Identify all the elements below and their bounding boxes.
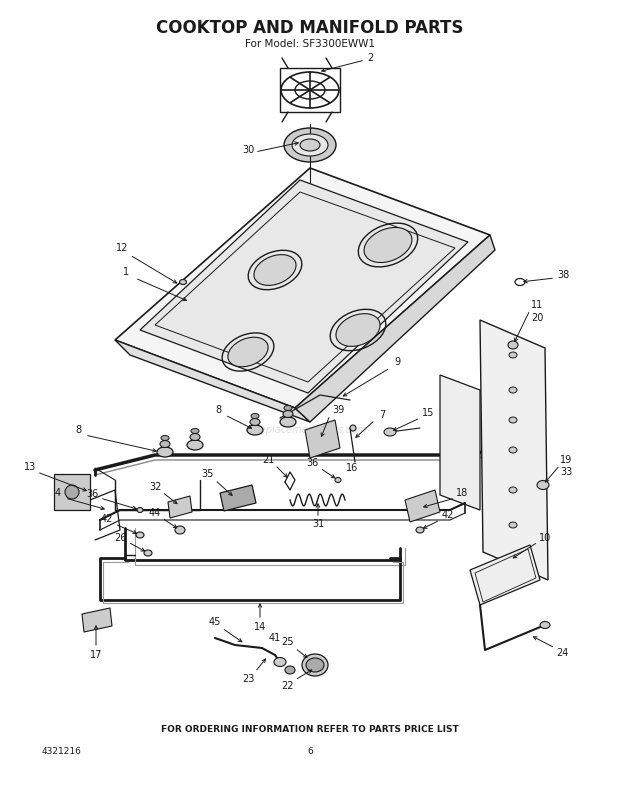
Text: 45: 45 — [209, 617, 221, 627]
Polygon shape — [82, 608, 112, 632]
Ellipse shape — [175, 526, 185, 534]
Polygon shape — [440, 375, 480, 510]
Ellipse shape — [509, 487, 517, 493]
Text: 11: 11 — [531, 300, 543, 310]
Text: 36: 36 — [306, 458, 318, 468]
Ellipse shape — [540, 622, 550, 629]
Text: 18: 18 — [456, 488, 468, 498]
Ellipse shape — [228, 338, 268, 367]
Ellipse shape — [144, 550, 152, 556]
Ellipse shape — [509, 387, 517, 393]
Text: 6: 6 — [307, 747, 313, 757]
Text: 9: 9 — [394, 357, 400, 367]
Text: 10: 10 — [539, 533, 551, 543]
Text: 38: 38 — [557, 270, 569, 280]
Text: 39: 39 — [332, 405, 344, 415]
Text: 4: 4 — [55, 488, 61, 498]
Ellipse shape — [350, 425, 356, 431]
Text: 13: 13 — [24, 462, 36, 472]
Text: 8: 8 — [75, 425, 81, 435]
Ellipse shape — [251, 414, 259, 418]
Ellipse shape — [136, 532, 144, 538]
Text: 19: 19 — [560, 455, 572, 465]
Ellipse shape — [508, 341, 518, 349]
Text: 21: 21 — [262, 455, 274, 465]
Text: 16: 16 — [346, 463, 358, 473]
Ellipse shape — [284, 406, 292, 411]
Text: 7: 7 — [379, 410, 385, 420]
Text: 30: 30 — [242, 145, 254, 155]
Text: 8: 8 — [215, 405, 221, 415]
Ellipse shape — [247, 425, 263, 435]
Ellipse shape — [65, 485, 79, 499]
Text: 44: 44 — [149, 508, 161, 518]
Text: For Model: SF3300EWW1: For Model: SF3300EWW1 — [245, 39, 375, 49]
Text: 23: 23 — [242, 674, 254, 684]
Ellipse shape — [190, 433, 200, 440]
Ellipse shape — [284, 128, 336, 162]
Ellipse shape — [250, 418, 260, 425]
Text: ReplacementParts.com: ReplacementParts.com — [253, 425, 367, 435]
Ellipse shape — [509, 447, 517, 453]
Polygon shape — [54, 474, 90, 510]
Ellipse shape — [280, 417, 296, 427]
Polygon shape — [480, 320, 548, 580]
Ellipse shape — [364, 228, 412, 262]
Ellipse shape — [509, 522, 517, 528]
Ellipse shape — [335, 477, 341, 483]
Text: FOR ORDERING INFORMATION REFER TO PARTS PRICE LIST: FOR ORDERING INFORMATION REFER TO PARTS … — [161, 725, 459, 735]
Ellipse shape — [187, 440, 203, 450]
Text: 24: 24 — [556, 648, 568, 658]
Ellipse shape — [137, 507, 143, 513]
Text: 12: 12 — [116, 243, 128, 253]
Text: 32: 32 — [149, 482, 161, 492]
Text: 22: 22 — [281, 681, 294, 691]
Text: 42: 42 — [442, 510, 454, 520]
Ellipse shape — [160, 440, 170, 447]
Polygon shape — [115, 340, 310, 422]
Ellipse shape — [285, 666, 295, 674]
Text: 25: 25 — [281, 637, 294, 647]
Polygon shape — [168, 496, 192, 518]
Text: 4321216: 4321216 — [42, 747, 82, 757]
Ellipse shape — [191, 429, 199, 433]
Polygon shape — [305, 420, 340, 458]
Text: 31: 31 — [312, 519, 324, 529]
Ellipse shape — [336, 314, 380, 346]
Ellipse shape — [157, 447, 173, 457]
Text: COOKTOP AND MANIFOLD PARTS: COOKTOP AND MANIFOLD PARTS — [156, 19, 464, 37]
Text: 17: 17 — [90, 650, 102, 660]
Ellipse shape — [274, 658, 286, 666]
Ellipse shape — [537, 480, 549, 490]
Polygon shape — [470, 545, 540, 605]
Ellipse shape — [306, 658, 324, 672]
Text: 33: 33 — [560, 467, 572, 477]
Text: 36: 36 — [86, 489, 98, 499]
Text: 20: 20 — [531, 313, 543, 323]
Ellipse shape — [302, 654, 328, 676]
Text: 26: 26 — [114, 533, 126, 543]
Text: 14: 14 — [254, 622, 266, 632]
Ellipse shape — [292, 134, 328, 156]
Ellipse shape — [283, 411, 293, 418]
Text: 1: 1 — [123, 267, 129, 277]
Text: 42: 42 — [101, 514, 113, 524]
Polygon shape — [295, 235, 495, 422]
Text: 15: 15 — [422, 408, 434, 418]
Text: 35: 35 — [202, 469, 214, 479]
Text: 2: 2 — [367, 53, 373, 63]
Polygon shape — [115, 168, 490, 408]
Polygon shape — [220, 485, 256, 511]
Ellipse shape — [254, 254, 296, 286]
Text: 41: 41 — [269, 633, 281, 643]
Ellipse shape — [161, 436, 169, 440]
Ellipse shape — [384, 428, 396, 436]
Ellipse shape — [300, 139, 320, 151]
Ellipse shape — [416, 527, 424, 533]
Ellipse shape — [509, 417, 517, 423]
Polygon shape — [140, 180, 468, 393]
Polygon shape — [405, 490, 440, 522]
Ellipse shape — [180, 279, 187, 284]
Ellipse shape — [509, 352, 517, 358]
